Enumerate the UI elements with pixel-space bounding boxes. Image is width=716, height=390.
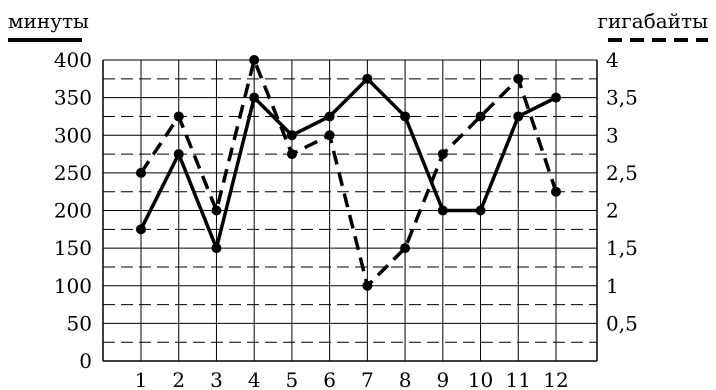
- left-tick-label: 400: [54, 48, 92, 72]
- series-2-point: [362, 280, 373, 291]
- x-tick-label: 2: [172, 368, 185, 390]
- series-1-point: [362, 73, 373, 84]
- x-tick-label: 1: [135, 368, 148, 390]
- series-2-point: [249, 55, 260, 65]
- series-2-point: [173, 111, 184, 122]
- tick-labels: 0 50 100 150 200 250 300 350 400 0,5 1 1,5 2 2,5 3 3,5 4…: [54, 48, 638, 390]
- x-tick-label: 8: [399, 368, 412, 390]
- right-tick-label: 3: [606, 123, 619, 147]
- series-2-point: [475, 111, 486, 122]
- left-tick-label: 0: [79, 349, 92, 373]
- series-2-point: [400, 243, 411, 254]
- right-axis-title: гигабайты: [598, 9, 709, 33]
- series-1-point: [324, 111, 335, 122]
- right-tick-label: 0,5: [606, 311, 638, 335]
- x-tick-label: 7: [361, 368, 374, 390]
- left-axis-title: минуты: [8, 9, 89, 33]
- x-tick-label: 11: [506, 368, 531, 390]
- series-1-point: [437, 205, 448, 216]
- x-tick-label: 6: [323, 368, 336, 390]
- left-tick-label: 300: [54, 123, 92, 147]
- right-tick-label: 1: [606, 274, 619, 298]
- left-tick-label: 150: [54, 236, 92, 260]
- series-1-point: [475, 205, 486, 216]
- left-tick-label: 100: [54, 274, 92, 298]
- series-2-point: [136, 167, 146, 178]
- x-tick-label: 5: [286, 368, 299, 390]
- series-2-point: [286, 149, 297, 160]
- x-tick-label: 9: [436, 368, 449, 390]
- series-2-point: [211, 205, 222, 216]
- series-1-point: [249, 92, 260, 103]
- right-tick-label: 2: [606, 199, 619, 223]
- series-line-2: [139, 54, 558, 290]
- left-tick-label: 200: [54, 199, 92, 223]
- x-tick-label: 12: [543, 368, 568, 390]
- series-1-point: [513, 111, 524, 122]
- right-tick-label: 2,5: [606, 161, 638, 185]
- series-2-point: [551, 186, 561, 197]
- series-1-point: [551, 92, 561, 103]
- axes: [102, 60, 598, 362]
- x-tick-label: 3: [210, 368, 223, 390]
- series: [136, 54, 561, 291]
- x-tick-label: 4: [248, 368, 261, 390]
- grid: [103, 59, 597, 361]
- series-2-point: [437, 149, 448, 160]
- series-1-point: [173, 149, 184, 160]
- right-tick-label: 4: [606, 48, 619, 72]
- series-line-1: [139, 76, 557, 254]
- series-2-point: [324, 130, 335, 141]
- left-tick-label: 350: [54, 86, 92, 110]
- left-tick-label: 50: [67, 311, 92, 335]
- series-1-point: [286, 130, 297, 141]
- series-1-point: [400, 111, 411, 122]
- series-1-point: [136, 224, 146, 235]
- series-1-point: [211, 243, 222, 254]
- right-tick-label: 1,5: [606, 236, 638, 260]
- x-tick-label: 10: [468, 368, 493, 390]
- left-tick-label: 250: [54, 161, 92, 185]
- series-2-point: [513, 73, 524, 84]
- right-tick-label: 3,5: [606, 86, 638, 110]
